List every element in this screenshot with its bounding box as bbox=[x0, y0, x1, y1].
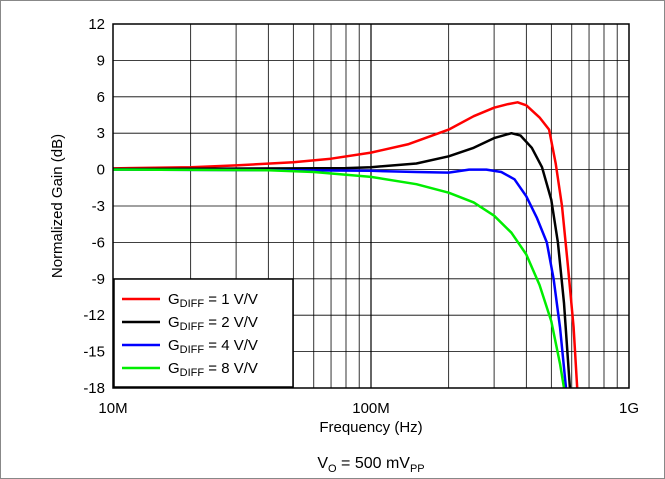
series-line-3 bbox=[113, 168, 568, 388]
y-tick-label: 3 bbox=[97, 125, 105, 142]
series-line-2 bbox=[113, 131, 572, 388]
caption-suffix-sub: PP bbox=[410, 463, 425, 475]
x-axis-label: Frequency (Hz) bbox=[319, 419, 422, 436]
y-tick-label: -3 bbox=[92, 198, 105, 215]
y-tick-label: -18 bbox=[83, 380, 105, 397]
y-tick-label: 6 bbox=[97, 89, 105, 106]
legend-label-1: GDIFF = 1 V/V bbox=[168, 291, 258, 310]
y-tick-label: -12 bbox=[83, 307, 105, 324]
y-tick-label: 0 bbox=[97, 162, 105, 179]
caption-middle: = 500 mV bbox=[337, 455, 411, 472]
y-tick-label: 12 bbox=[88, 16, 105, 33]
y-axis-label: Normalized Gain (dB) bbox=[49, 134, 66, 278]
caption-prefix: V bbox=[317, 455, 328, 472]
series-layer bbox=[113, 101, 579, 388]
y-tick-label: -9 bbox=[92, 271, 105, 288]
legend-label-3: GDIFF = 4 V/V bbox=[168, 337, 258, 356]
x-tick-label: 1G bbox=[619, 400, 639, 417]
x-tick-label: 100M bbox=[352, 400, 390, 417]
y-tick-labels: 12 9 6 3 0 -3 -6 -9 -12 -15 -18 bbox=[83, 16, 105, 397]
legend: GDIFF = 1 V/V GDIFF = 2 V/V GDIFF = 4 V/V G… bbox=[113, 278, 294, 388]
plot-border bbox=[112, 23, 630, 389]
y-tick-label: -6 bbox=[92, 234, 105, 251]
legend-label-2: GDIFF = 2 V/V bbox=[168, 314, 258, 333]
chart-caption: VO = 500 mVPP bbox=[317, 455, 424, 475]
series-line-1 bbox=[113, 101, 579, 388]
y-tick-label: 9 bbox=[97, 52, 105, 69]
legend-label-4: GDIFF = 8 V/V bbox=[168, 360, 258, 379]
series-line-4 bbox=[113, 168, 566, 388]
y-tick-label: -15 bbox=[83, 344, 105, 361]
x-tick-label: 10M bbox=[98, 400, 127, 417]
caption-prefix-sub: O bbox=[328, 463, 337, 475]
x-tick-labels: 10M 100M 1G bbox=[98, 400, 639, 417]
